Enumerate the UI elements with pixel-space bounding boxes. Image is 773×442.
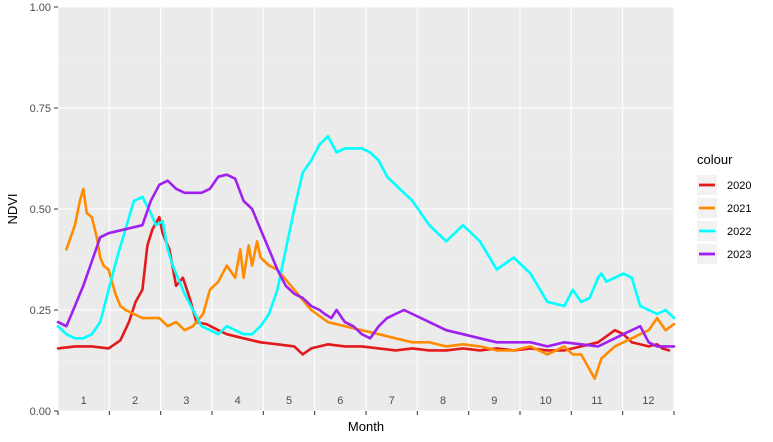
y-tick-label: 0.25 bbox=[30, 305, 51, 317]
series-line-2021 bbox=[65, 187, 676, 380]
y-axis-title: NDVI bbox=[5, 193, 20, 224]
legend-label-2022: 2022 bbox=[727, 226, 751, 238]
month-label: 4 bbox=[235, 395, 241, 407]
month-label: 1 bbox=[81, 395, 87, 407]
legend-label-2020: 2020 bbox=[727, 180, 751, 192]
series-line-2020 bbox=[56, 215, 671, 356]
x-axis-ticks bbox=[57, 411, 675, 415]
month-labels: 1 2 3 4 5 6 7 8 9 10 11 12 bbox=[81, 395, 655, 407]
month-label: 2 bbox=[132, 395, 138, 407]
x-axis-title: Month bbox=[348, 419, 384, 434]
month-label: 8 bbox=[440, 395, 446, 407]
series-line-2022 bbox=[56, 135, 676, 340]
month-label: 7 bbox=[389, 395, 395, 407]
y-tick-label: 0.50 bbox=[30, 204, 51, 216]
legend-label-2021: 2021 bbox=[727, 203, 751, 215]
series-line-2023 bbox=[56, 173, 676, 348]
month-label: 10 bbox=[540, 395, 552, 407]
y-tick-label: 1.00 bbox=[30, 2, 51, 14]
y-tick-label: 0.75 bbox=[30, 103, 51, 115]
month-label: 5 bbox=[286, 395, 292, 407]
month-label: 9 bbox=[491, 395, 497, 407]
series-lines bbox=[56, 135, 676, 380]
y-axis-ticks: 0.00 0.25 0.50 0.75 1.00 bbox=[30, 2, 58, 418]
month-label: 3 bbox=[183, 395, 189, 407]
y-tick-label: 0.00 bbox=[30, 406, 51, 418]
month-label: 12 bbox=[642, 395, 654, 407]
legend: colour 2020 2021 2022 2023 bbox=[697, 152, 751, 264]
legend-label-2023: 2023 bbox=[727, 249, 751, 261]
month-label: 11 bbox=[591, 395, 602, 407]
month-label: 6 bbox=[337, 395, 343, 407]
legend-title: colour bbox=[697, 152, 733, 167]
